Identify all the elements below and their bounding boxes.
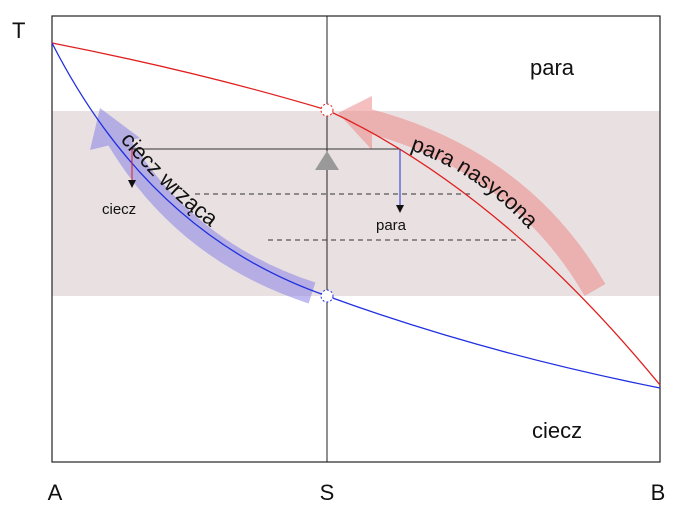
arrow-head [128, 180, 136, 188]
axis-label: S [320, 480, 335, 505]
lever-label: para [376, 217, 407, 234]
arrow-head [396, 205, 404, 213]
point [320, 103, 334, 117]
lever-label: ciecz [102, 201, 136, 218]
dew-curve [51, 42, 661, 386]
axis-label: B [651, 480, 666, 505]
fulcrum [315, 151, 339, 170]
red-arrow [338, 96, 606, 297]
blue-arrow [90, 108, 316, 304]
frame [51, 15, 661, 463]
region-label: para [530, 55, 575, 80]
region-label: ciecz [532, 418, 582, 443]
axis-label: A [48, 480, 63, 505]
point [320, 289, 334, 303]
axis-label: T [12, 18, 25, 43]
